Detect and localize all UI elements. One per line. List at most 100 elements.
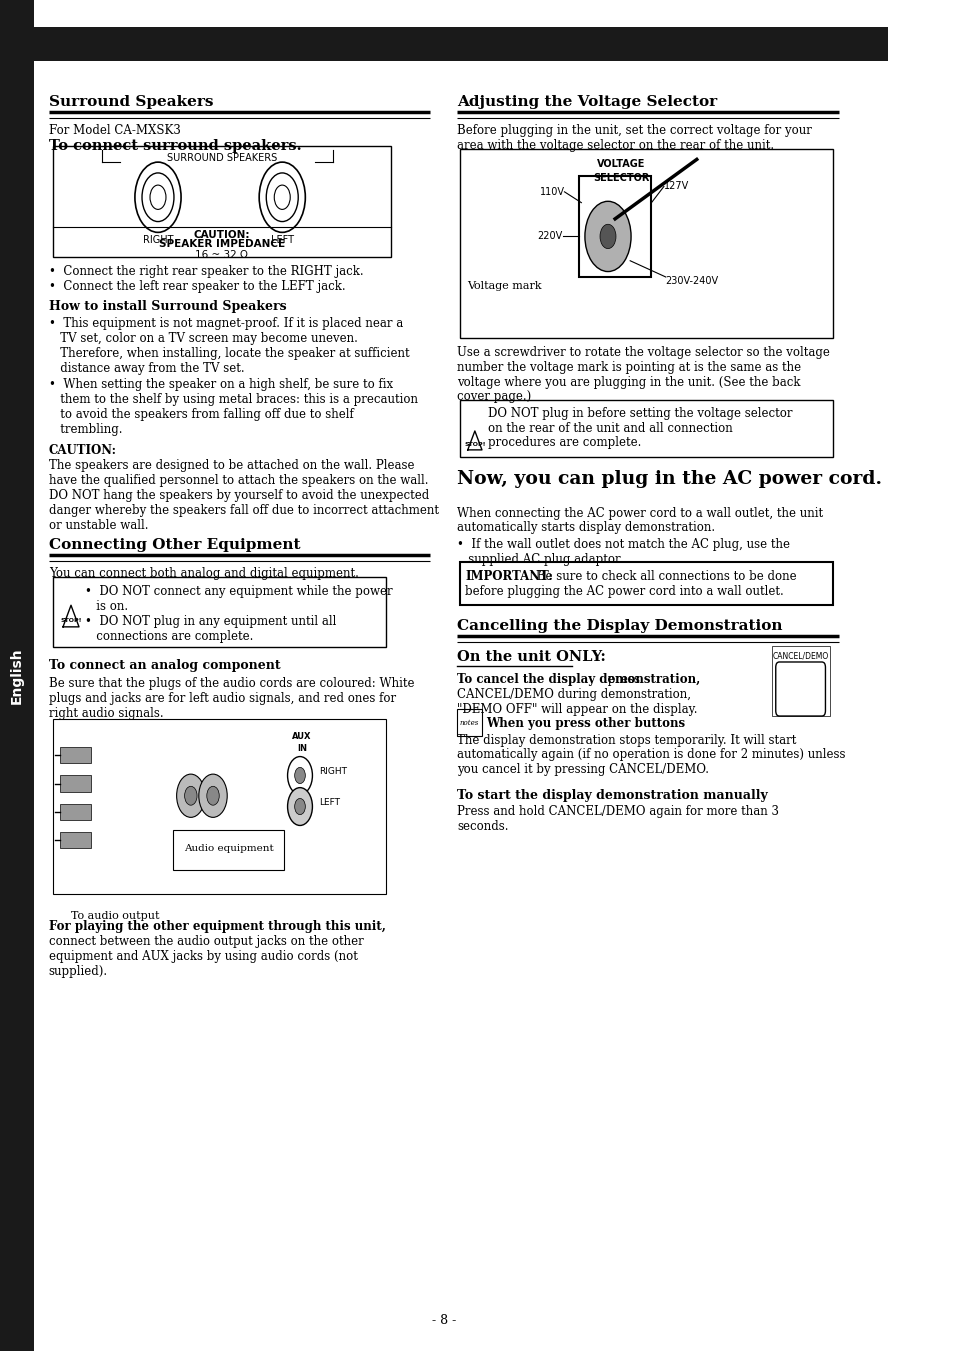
Text: Voltage mark: Voltage mark (466, 281, 541, 292)
Text: DO NOT hang the speakers by yourself to avoid the unexpected: DO NOT hang the speakers by yourself to … (49, 489, 429, 503)
Text: distance away from the TV set.: distance away from the TV set. (49, 362, 244, 376)
Circle shape (287, 788, 312, 825)
Text: CANCEL/DEMO during demonstration,: CANCEL/DEMO during demonstration, (456, 688, 690, 701)
Circle shape (198, 774, 227, 817)
Bar (53, 577, 386, 647)
Text: AUX: AUX (292, 732, 312, 742)
Text: CANCEL/DEMO: CANCEL/DEMO (772, 651, 828, 661)
Text: automatically again (if no operation is done for 2 minutes) unless: automatically again (if no operation is … (456, 748, 844, 762)
Text: TV set, color on a TV screen may become uneven.: TV set, color on a TV screen may become … (49, 332, 357, 346)
Text: How to install Surround Speakers: How to install Surround Speakers (49, 300, 286, 313)
Text: To connect an analog component: To connect an analog component (49, 659, 280, 673)
Text: To connect surround speakers.: To connect surround speakers. (49, 139, 301, 153)
Text: supplied AC plug adaptor.: supplied AC plug adaptor. (456, 553, 622, 566)
Bar (53, 719, 386, 894)
Text: The speakers are designed to be attached on the wall. Please: The speakers are designed to be attached… (49, 459, 414, 473)
Text: Audio equipment: Audio equipment (184, 844, 274, 852)
Text: danger whereby the speakers fall off due to incorrect attachment: danger whereby the speakers fall off due… (49, 504, 438, 517)
Text: right audio signals.: right audio signals. (49, 707, 163, 720)
Text: STOP!: STOP! (463, 442, 485, 447)
Circle shape (207, 786, 219, 805)
Circle shape (150, 185, 166, 209)
Text: to avoid the speakers from falling off due to shelf: to avoid the speakers from falling off d… (49, 408, 354, 422)
Text: On the unit ONLY:: On the unit ONLY: (456, 650, 605, 663)
Text: IN: IN (296, 744, 307, 754)
Bar (771, 646, 829, 716)
Text: Press and hold CANCEL/DEMO again for more than 3: Press and hold CANCEL/DEMO again for mor… (456, 805, 779, 819)
Bar (172, 830, 284, 870)
Text: cover page.): cover page.) (456, 390, 531, 404)
Text: •  DO NOT connect any equipment while the power: • DO NOT connect any equipment while the… (85, 585, 393, 598)
Bar (456, 709, 481, 736)
Text: VOLTAGE: VOLTAGE (597, 159, 645, 169)
Circle shape (259, 162, 305, 232)
Bar (33, 27, 886, 61)
Text: Therefore, when installing, locate the speaker at sufficient: Therefore, when installing, locate the s… (49, 347, 409, 361)
Text: trembling.: trembling. (49, 423, 122, 436)
Text: •  When setting the speaker on a high shelf, be sure to fix: • When setting the speaker on a high she… (49, 378, 393, 392)
Text: STOP!: STOP! (60, 617, 82, 623)
Text: •  Connect the right rear speaker to the RIGHT jack.: • Connect the right rear speaker to the … (49, 265, 363, 278)
Text: Surround Speakers: Surround Speakers (49, 95, 213, 108)
Circle shape (142, 173, 173, 222)
Circle shape (266, 173, 298, 222)
Text: Be sure that the plugs of the audio cords are coloured: White: Be sure that the plugs of the audio cord… (49, 677, 414, 690)
Text: SELECTOR: SELECTOR (593, 173, 649, 182)
Text: supplied).: supplied). (49, 965, 108, 978)
Text: Use a screwdriver to rotate the voltage selector so the voltage: Use a screwdriver to rotate the voltage … (456, 346, 829, 359)
Text: plugs and jacks are for left audio signals, and red ones for: plugs and jacks are for left audio signa… (49, 692, 395, 705)
Bar (60, 775, 91, 792)
Text: is on.: is on. (85, 600, 129, 613)
Text: SURROUND SPEAKERS: SURROUND SPEAKERS (167, 153, 276, 162)
Text: CAUTION:: CAUTION: (49, 444, 116, 458)
Text: •  Connect the left rear speaker to the LEFT jack.: • Connect the left rear speaker to the L… (49, 280, 345, 293)
Text: When you press other buttons: When you press other buttons (486, 717, 685, 731)
Bar (60, 832, 91, 848)
Bar (53, 146, 390, 257)
Text: equipment and AUX jacks by using audio cords (not: equipment and AUX jacks by using audio c… (49, 950, 357, 963)
Text: For playing the other equipment through this unit,: For playing the other equipment through … (49, 920, 385, 934)
Text: 220V: 220V (537, 231, 562, 242)
Circle shape (185, 786, 197, 805)
Text: 110V: 110V (539, 186, 564, 197)
Text: Connecting Other Equipment: Connecting Other Equipment (49, 538, 300, 551)
Text: When connecting the AC power cord to a wall outlet, the unit: When connecting the AC power cord to a w… (456, 507, 822, 520)
Text: or unstable wall.: or unstable wall. (49, 519, 148, 532)
Text: voltage where you are plugging in the unit. (See the back: voltage where you are plugging in the un… (456, 376, 800, 389)
Text: connect between the audio output jacks on the other: connect between the audio output jacks o… (49, 935, 363, 948)
Text: Adjusting the Voltage Selector: Adjusting the Voltage Selector (456, 95, 717, 108)
Circle shape (287, 757, 312, 794)
Text: •  If the wall outlet does not match the AC plug, use the: • If the wall outlet does not match the … (456, 538, 789, 551)
Circle shape (176, 774, 205, 817)
Text: You can connect both analog and digital equipment.: You can connect both analog and digital … (49, 567, 358, 581)
Bar (459, 400, 832, 457)
Circle shape (134, 162, 181, 232)
Text: Be sure to check all connections to be done: Be sure to check all connections to be d… (533, 570, 796, 584)
Text: Now, you can plug in the AC power cord.: Now, you can plug in the AC power cord. (456, 470, 882, 488)
Bar (459, 149, 832, 338)
Text: LEFT: LEFT (319, 798, 340, 807)
Text: 16 ~ 32 Ω: 16 ~ 32 Ω (195, 250, 248, 259)
Circle shape (584, 201, 631, 272)
Bar (60, 804, 91, 820)
Text: before plugging the AC power cord into a wall outlet.: before plugging the AC power cord into a… (465, 585, 783, 598)
FancyBboxPatch shape (775, 662, 824, 716)
Text: SPEAKER IMPEDANCE: SPEAKER IMPEDANCE (158, 239, 285, 249)
Text: IMPORTANT:: IMPORTANT: (465, 570, 553, 584)
Text: The display demonstration stops temporarily. It will start: The display demonstration stops temporar… (456, 734, 796, 747)
Text: To audio output: To audio output (71, 911, 159, 920)
Text: - 8 -: - 8 - (431, 1313, 456, 1327)
Text: on the rear of the unit and all connection: on the rear of the unit and all connecti… (488, 422, 732, 435)
Text: them to the shelf by using metal braces: this is a precaution: them to the shelf by using metal braces:… (49, 393, 417, 407)
Text: area with the voltage selector on the rear of the unit.: area with the voltage selector on the re… (456, 139, 774, 153)
Text: press: press (603, 673, 639, 686)
Text: procedures are complete.: procedures are complete. (488, 436, 640, 450)
Circle shape (294, 767, 305, 784)
Text: automatically starts display demonstration.: automatically starts display demonstrati… (456, 521, 715, 535)
Bar (459, 562, 832, 605)
Text: have the qualified personnel to attach the speakers on the wall.: have the qualified personnel to attach t… (49, 474, 428, 488)
Text: 127V: 127V (663, 181, 688, 192)
Circle shape (294, 798, 305, 815)
Bar (578, 176, 651, 277)
Text: seconds.: seconds. (456, 820, 508, 834)
